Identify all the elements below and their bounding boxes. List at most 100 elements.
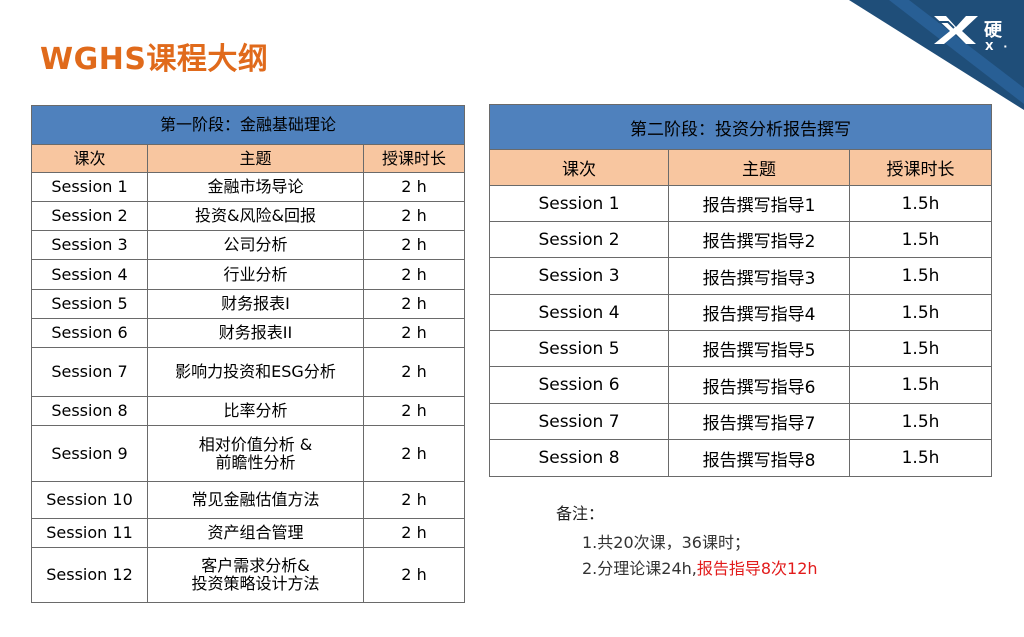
session-cell: Session 12 (31, 547, 148, 603)
session-cell: Session 10 (31, 481, 148, 519)
table-row: Session 3 报告撰写指导3 1.5h (489, 257, 992, 295)
duration-cell: 1.5h (849, 366, 992, 404)
session-cell: Session 9 (31, 425, 148, 482)
duration-cell: 2 h (362, 518, 466, 548)
session-cell: Session 4 (31, 259, 148, 290)
session-cell: Session 6 (489, 366, 669, 404)
brand-logo: 硬 X · (932, 8, 1024, 54)
topic-cell: 影响力投资和ESG分析 (147, 347, 364, 397)
table-row: Session 2 投资&风险&回报 2 h (31, 201, 466, 231)
duration-cell: 2 h (362, 425, 466, 482)
table-row: Session 8 比率分析 2 h (31, 396, 466, 426)
topic-cell: 比率分析 (147, 396, 364, 426)
table-row: Session 6 报告撰写指导6 1.5h (489, 366, 992, 404)
duration-cell: 2 h (362, 259, 466, 290)
stage2-table: 第二阶段：投资分析报告撰写 课次 主题 授课时长 Session 1 报告撰写指导1 1… (489, 104, 992, 477)
logo-text-top: 硬 (984, 20, 1002, 41)
table-row: Session 4 行业分析 2 h (31, 259, 466, 290)
table-row: Session 1 报告撰写指导1 1.5h (489, 185, 992, 222)
table-row: Session 2 报告撰写指导2 1.5h (489, 221, 992, 258)
session-cell: Session 3 (489, 257, 669, 295)
stage2-title: 第二阶段：投资分析报告撰写 (489, 104, 992, 150)
table-row: Session 12 客户需求分析& 投资策略设计方法 2 h (31, 547, 466, 603)
duration-cell: 2 h (362, 347, 466, 397)
topic-cell: 行业分析 (147, 259, 364, 290)
topic-cell: 报告撰写指导2 (668, 221, 850, 258)
stage1-header-2: 授课时长 (362, 144, 466, 173)
topic-cell: 报告撰写指导5 (668, 330, 850, 367)
duration-cell: 2 h (362, 481, 466, 519)
table-row: Session 8 报告撰写指导8 1.5h (489, 439, 992, 477)
duration-cell: 2 h (362, 172, 466, 202)
session-cell: Session 2 (31, 201, 148, 231)
topic-cell: 资产组合管理 (147, 518, 364, 548)
table-row: Session 3 公司分析 2 h (31, 230, 466, 260)
duration-cell: 1.5h (849, 257, 992, 295)
duration-cell: 1.5h (849, 185, 992, 222)
session-cell: Session 7 (489, 403, 669, 440)
table-row: Session 10 常见金融估值方法 2 h (31, 481, 466, 519)
topic-cell: 客户需求分析& 投资策略设计方法 (147, 547, 364, 603)
topic-cell: 金融市场导论 (147, 172, 364, 202)
duration-cell: 1.5h (849, 439, 992, 477)
corner-banner (849, 0, 1024, 110)
topic-cell: 报告撰写指导6 (668, 366, 850, 404)
session-cell: Session 11 (31, 518, 148, 548)
duration-cell: 2 h (362, 289, 466, 319)
session-cell: Session 6 (31, 318, 148, 348)
logo-x-icon (934, 16, 978, 44)
duration-cell: 1.5h (849, 403, 992, 440)
topic-cell: 报告撰写指导3 (668, 257, 850, 295)
topic-cell: 报告撰写指导7 (668, 403, 850, 440)
duration-cell: 1.5h (849, 294, 992, 331)
session-cell: Session 1 (31, 172, 148, 202)
session-cell: Session 8 (31, 396, 148, 426)
session-cell: Session 3 (31, 230, 148, 260)
notes-line-1: 1.共20次课，36课时； (582, 533, 750, 552)
table-row: Session 11 资产组合管理 2 h (31, 518, 466, 548)
stage1-header-1: 主题 (147, 144, 364, 173)
session-cell: Session 5 (489, 330, 669, 367)
topic-cell: 财务报表II (147, 318, 364, 348)
topic-cell: 公司分析 (147, 230, 364, 260)
topic-cell: 常见金融估值方法 (147, 481, 364, 519)
table-row: Session 7 报告撰写指导7 1.5h (489, 403, 992, 440)
table-row: Session 5 财务报表I 2 h (31, 289, 466, 319)
stage2-header-0: 课次 (489, 149, 669, 186)
notes-line-2-text: 2.分理论课24h, (582, 559, 697, 578)
table-row: Session 5 报告撰写指导5 1.5h (489, 330, 992, 367)
session-cell: Session 2 (489, 221, 669, 258)
session-cell: Session 5 (31, 289, 148, 319)
stage2-header-2: 授课时长 (849, 149, 992, 186)
duration-cell: 2 h (362, 201, 466, 231)
duration-cell: 2 h (362, 547, 466, 603)
topic-cell: 报告撰写指导1 (668, 185, 850, 222)
topic-cell: 投资&风险&回报 (147, 201, 364, 231)
duration-cell: 2 h (362, 230, 466, 260)
duration-cell: 1.5h (849, 330, 992, 367)
notes-label: 备注： (556, 504, 605, 523)
session-cell: Session 1 (489, 185, 669, 222)
duration-cell: 1.5h (849, 221, 992, 258)
topic-cell: 相对价值分析 & 前瞻性分析 (147, 425, 364, 482)
session-cell: Session 7 (31, 347, 148, 397)
notes-line-2-highlight: 报告指导8次12h (696, 559, 818, 578)
topic-cell: 报告撰写指导8 (668, 439, 850, 477)
duration-cell: 2 h (362, 318, 466, 348)
table-row: Session 4 报告撰写指导4 1.5h (489, 294, 992, 331)
stage1-title: 第一阶段：金融基础理论 (30, 105, 466, 145)
notes-line-2: 2.分理论课24h,报告指导8次12h (582, 555, 818, 579)
session-cell: Session 4 (489, 294, 669, 331)
stage2-header-1: 主题 (668, 149, 850, 186)
table-row: Session 7 影响力投资和ESG分析 2 h (31, 347, 466, 397)
session-cell: Session 8 (489, 439, 669, 477)
duration-cell: 2 h (362, 396, 466, 426)
table-row: Session 1 金融市场导论 2 h (31, 172, 466, 202)
stage1-header-0: 课次 (31, 144, 148, 173)
topic-cell: 报告撰写指导4 (668, 294, 850, 331)
page-title: WGHS课程大纲 (40, 42, 269, 77)
table-row: Session 9 相对价值分析 & 前瞻性分析 2 h (31, 425, 466, 482)
logo-text-bottom: X · (985, 40, 1011, 53)
table-row: Session 6 财务报表II 2 h (31, 318, 466, 348)
